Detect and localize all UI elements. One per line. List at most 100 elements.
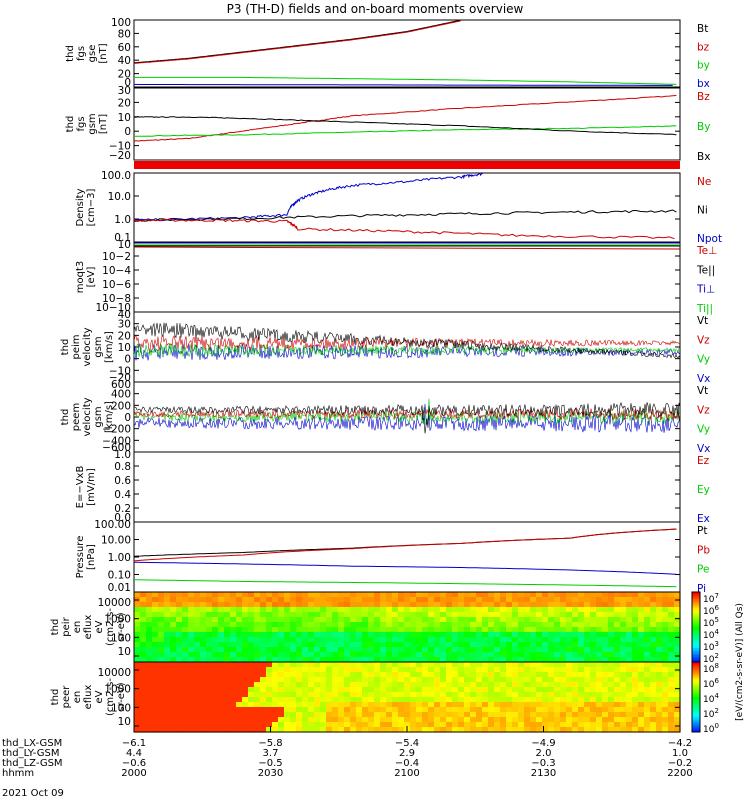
peir_spec-cell [170, 617, 177, 623]
peir_spec-cell [188, 597, 195, 603]
peer_spec-cell [584, 692, 591, 698]
peir_spec-cell [374, 607, 381, 613]
peir_spec-cell [608, 622, 615, 628]
peer_spec-cell [452, 667, 459, 673]
x-axis-value: −0.4 [395, 758, 419, 769]
peer_spec-cell [656, 712, 663, 718]
peer_spec-cell [314, 677, 321, 683]
peer_spec-cell [440, 667, 447, 673]
peer_spec-cell [272, 717, 279, 723]
pressure-ylabel: [nPa] [86, 544, 97, 570]
peer_spec-cell [260, 682, 267, 688]
peer_spec-cell [674, 697, 681, 703]
peer_spec-cell [536, 722, 543, 728]
peir_spec-cell [374, 602, 381, 608]
peer_spec-cell [386, 717, 393, 723]
peer_spec-cell [422, 727, 429, 733]
peer_spec-cell [182, 677, 189, 683]
peir_spec-cell [140, 642, 147, 648]
peir_spec-cell [464, 617, 471, 623]
peir_spec-cell [392, 607, 399, 613]
peir_spec-cell [398, 647, 405, 653]
peer_spec-cell [260, 702, 267, 708]
peer_spec-cell [194, 662, 201, 668]
peir_spec-cell [302, 597, 309, 603]
peir_spec-cell [674, 612, 681, 618]
peir_spec-cell [260, 627, 267, 633]
peir_spec-cell [566, 592, 573, 598]
peir_spec-cell [452, 632, 459, 638]
peir_spec-cell [380, 627, 387, 633]
peer_spec-cell [650, 672, 657, 678]
peir_spec-cell [356, 657, 363, 663]
peer_spec-cell [578, 687, 585, 693]
peir_spec-cell [182, 612, 189, 618]
peer_spec-cell [572, 722, 579, 728]
temperature-legend-0: Te⊥ [696, 245, 717, 257]
peir_spec-cell [170, 637, 177, 643]
peer_spec-cell [530, 712, 537, 718]
peir_spec-cell [152, 647, 159, 653]
fgs_gse-ylabel: fgs [76, 46, 87, 61]
peer_spec-cell [290, 707, 297, 713]
peer_spec-cell [476, 702, 483, 708]
peir_spec-cell [620, 597, 627, 603]
peir_spec-cell [596, 637, 603, 643]
peir_spec-cell [134, 647, 141, 653]
peer_spec-cell [404, 677, 411, 683]
peir_spec-cell [518, 602, 525, 608]
peir_spec-cell [668, 637, 675, 643]
peer_spec-colorbar-cell [692, 722, 700, 726]
peer_spec-cell [158, 692, 165, 698]
peer_spec-colorbar-cell [692, 680, 700, 684]
peer_spec-cell [536, 677, 543, 683]
peir_spec-cell [296, 657, 303, 663]
peer_spec-cell [368, 697, 375, 703]
peer_spec-cell [608, 692, 615, 698]
peer_spec-cell [500, 682, 507, 688]
peir_spec-cell [182, 617, 189, 623]
efield-ytick-label: 0.2 [114, 503, 131, 515]
peir_spec-cell [632, 657, 639, 663]
peir_spec-cell [566, 642, 573, 648]
peer_spec-cell [236, 687, 243, 693]
peer_spec-cell [278, 707, 285, 713]
x-axis-value: −0.5 [258, 758, 282, 769]
peir_spec-cell [344, 632, 351, 638]
peer_spec-cell [314, 717, 321, 723]
peir_spec-cell [560, 607, 567, 613]
peer_spec-cell [476, 687, 483, 693]
peir_spec-cell [326, 637, 333, 643]
peer_spec-cell [674, 712, 681, 718]
peer_spec-cell [422, 717, 429, 723]
peer_spec-cell [434, 727, 441, 733]
peir_spec-cell [590, 632, 597, 638]
peer_spec-cell [506, 677, 513, 683]
peir_spec-cell [218, 627, 225, 633]
peir_spec-cell [140, 632, 147, 638]
peer_spec-cell [290, 692, 297, 698]
peir_spec-cell [632, 632, 639, 638]
peer_spec-cell [644, 697, 651, 703]
peem_velocity-legend-0: Vt [697, 385, 708, 397]
peir_spec-cell [206, 622, 213, 628]
peer_spec-cell [464, 667, 471, 673]
x-axis-value: 2130 [531, 768, 556, 779]
peer_spec-cell [656, 727, 663, 733]
peir_spec-cell [152, 652, 159, 658]
peir_spec-cell [182, 652, 189, 658]
peir_spec-cell [326, 652, 333, 658]
peer_spec-colorbar-cell [692, 706, 700, 710]
peer_spec-cell [302, 702, 309, 708]
peir_spec-cell [488, 597, 495, 603]
peir_spec-cell [482, 632, 489, 638]
peir_spec-cell [236, 597, 243, 603]
peer_spec-cell [674, 682, 681, 688]
peer_spec-cell [428, 682, 435, 688]
peer_spec-cell [518, 697, 525, 703]
efield-legend-2: Ex [697, 513, 710, 525]
peir_spec-cell [602, 607, 609, 613]
peer_spec-cell [644, 677, 651, 683]
peir_spec-cell [188, 632, 195, 638]
peir_spec-cell [548, 612, 555, 618]
